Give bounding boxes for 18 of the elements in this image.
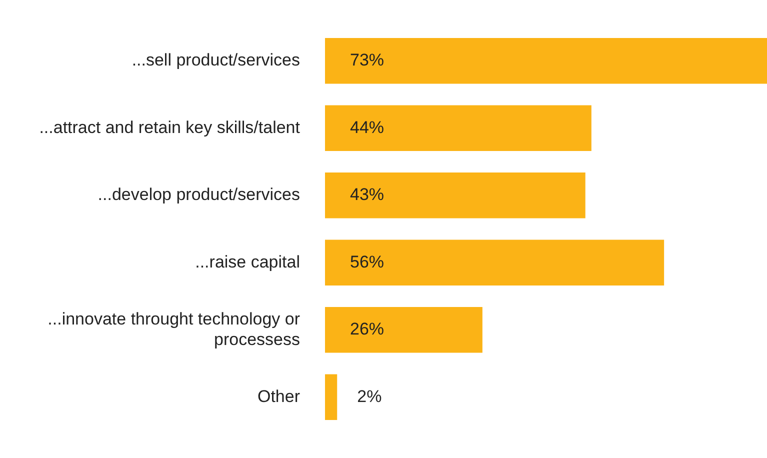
y-tick-label: ...raise capital (195, 252, 300, 272)
y-tick-label: ...develop product/services (98, 185, 300, 204)
bar (325, 38, 767, 84)
bar (325, 105, 592, 151)
y-tick-label: Other (257, 386, 300, 406)
data-label: 44% (350, 118, 384, 137)
data-label: 43% (350, 185, 384, 204)
bar (325, 172, 586, 218)
bar (325, 307, 482, 353)
data-label: 26% (350, 320, 384, 339)
data-label: 73% (350, 50, 384, 70)
y-tick-label: ...attract and retain key skills/talent (39, 118, 300, 137)
data-label: 2% (357, 386, 382, 406)
bar (325, 240, 664, 286)
y-tick-label: ...innovate throught technology or processess (48, 309, 300, 349)
y-tick-label: ...sell product/services (132, 50, 300, 70)
bar (325, 374, 338, 420)
data-label: 56% (350, 252, 384, 272)
